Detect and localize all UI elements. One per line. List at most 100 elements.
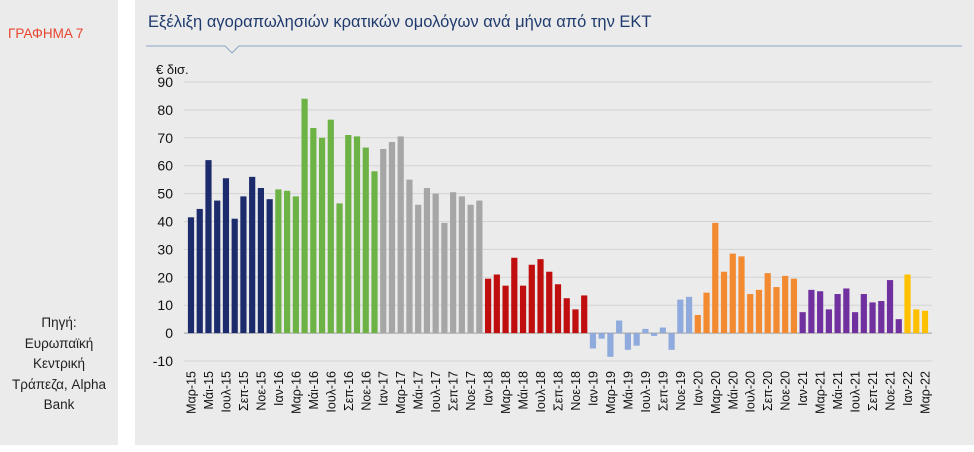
bar <box>519 285 527 334</box>
bar <box>275 189 282 334</box>
x-tick-label: Σεπ-21 <box>866 371 880 411</box>
bar <box>432 193 439 334</box>
source-line: Τράπεζα, Alpha <box>12 376 106 392</box>
bar <box>773 287 780 334</box>
x-tick-label: Σεπ-18 <box>552 371 566 411</box>
bar <box>904 274 911 334</box>
bar <box>450 192 457 334</box>
x-tick-label: Μαρ-18 <box>499 371 513 414</box>
x-tick-label: Σεπ-19 <box>656 371 670 411</box>
bar <box>572 309 579 334</box>
y-tick-label: 0 <box>165 325 173 341</box>
bar <box>869 302 876 334</box>
bar <box>196 208 203 334</box>
x-tick-label: Ιουλ-21 <box>849 371 863 413</box>
bar <box>301 98 308 334</box>
bar <box>353 136 361 334</box>
bar <box>205 160 212 334</box>
bar <box>214 200 221 334</box>
bar <box>345 135 352 334</box>
x-tick-label: Νοε-18 <box>569 371 583 411</box>
bar <box>318 137 326 334</box>
bar <box>371 171 378 334</box>
bar <box>231 218 238 334</box>
bar <box>851 312 859 334</box>
bar <box>240 196 247 334</box>
bar <box>493 274 500 334</box>
chart-title: Εξέλιξη αγοραπωλησιών κρατικών ομολόγων … <box>148 13 652 31</box>
bar <box>397 136 404 334</box>
bar <box>642 328 649 334</box>
source-line: Ευρωπαϊκή <box>24 335 94 351</box>
bar <box>677 299 684 334</box>
bar <box>458 196 465 334</box>
x-tick-label: Ιαν-18 <box>482 371 496 406</box>
source-note: Πηγή: Ευρωπαϊκή Κεντρική Τράπεζα, Alpha … <box>0 313 118 416</box>
bar <box>895 319 902 334</box>
x-tick-label: Ιουλ-18 <box>534 371 548 413</box>
bar <box>694 314 701 334</box>
x-tick-label: Νοε-20 <box>779 371 793 411</box>
bar <box>581 295 588 334</box>
bar <box>310 128 317 334</box>
bar <box>502 285 509 334</box>
bar <box>362 147 369 334</box>
x-tick-label: Ιαν-16 <box>272 371 286 406</box>
bar <box>817 291 824 334</box>
x-tick-label: Μάι-17 <box>412 371 426 410</box>
x-tick-label: Μάι-20 <box>726 371 740 410</box>
x-tick-label: Νοε-17 <box>464 371 478 411</box>
bar <box>764 273 771 334</box>
x-tick-label: Ιουλ-16 <box>324 371 338 413</box>
x-tick-label: Νοε-21 <box>884 371 898 411</box>
bar <box>284 190 291 334</box>
x-tick-label: Μάι-18 <box>517 371 531 410</box>
x-tick-label: Νοε-16 <box>359 371 373 411</box>
x-tick-label: Ιουλ-20 <box>744 371 758 413</box>
y-tick-label: 20 <box>157 269 173 285</box>
y-tick-label: 70 <box>157 130 173 146</box>
x-tick-label: Μαρ-22 <box>918 371 932 414</box>
bar <box>703 292 710 334</box>
bar <box>755 289 763 334</box>
y-tick-label: 30 <box>157 241 173 257</box>
bar <box>415 204 422 334</box>
bar <box>589 333 597 349</box>
bar <box>729 253 736 334</box>
x-tick-label: Νοε-19 <box>674 371 688 411</box>
bar <box>607 333 614 357</box>
bar <box>913 309 920 334</box>
x-tick-label: Ιουλ-15 <box>219 371 233 413</box>
bar <box>712 222 719 334</box>
x-tick-label: Σεπ-20 <box>761 371 775 411</box>
chart-panel <box>135 0 974 445</box>
x-tick-label: Ιαν-20 <box>691 371 705 406</box>
figure-label: ΓΡΑΦΗΜΑ 7 <box>8 26 84 41</box>
bar <box>659 327 666 334</box>
bar <box>292 196 299 334</box>
bar <box>834 294 841 334</box>
bar <box>633 333 640 346</box>
bar <box>249 176 256 334</box>
bar <box>511 257 518 334</box>
x-tick-label: Μαρ-21 <box>814 371 828 414</box>
bar <box>222 178 230 334</box>
x-tick-label: Σεπ-15 <box>237 371 251 411</box>
x-tick-label: Νοε-15 <box>254 371 268 411</box>
x-tick-label: Ιαν-21 <box>796 371 810 406</box>
bar <box>720 271 728 334</box>
y-tick-label: 60 <box>157 158 173 174</box>
bar <box>336 203 343 334</box>
bar <box>668 333 675 350</box>
bar <box>528 264 535 334</box>
bar <box>860 294 867 334</box>
source-line: Κεντρική <box>32 356 86 371</box>
bar <box>537 259 544 334</box>
bar <box>825 309 832 334</box>
y-tick-label: 80 <box>157 102 173 118</box>
bar <box>782 275 789 334</box>
x-tick-label: Μάι-16 <box>307 371 321 410</box>
y-tick-label: -10 <box>153 353 173 369</box>
x-tick-label: Μαρ-15 <box>185 371 199 414</box>
